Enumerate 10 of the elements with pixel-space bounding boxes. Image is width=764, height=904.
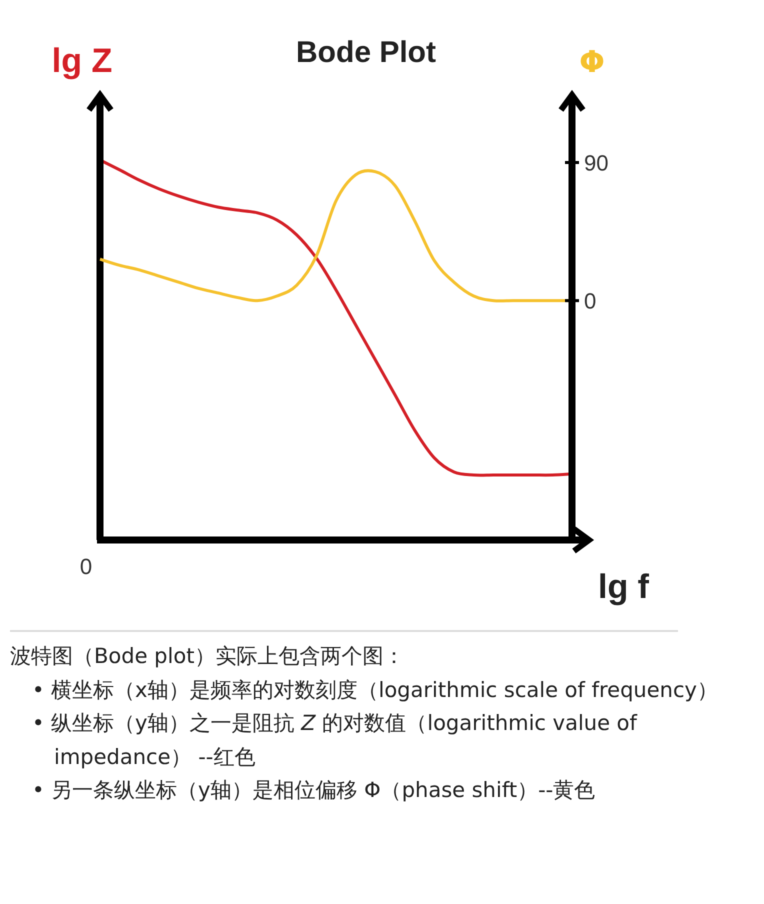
text: • 横坐标（x轴）是频率的对数刻度（logarithmic scale of frequency） [32,676,719,704]
y-tick-label: 90 [584,150,608,176]
text: • 纵坐标（y轴）之一是阻抗 Z 的对数值（logarithmic value of impedance） --红色 [32,711,637,769]
text: • 另一条纵坐标（y轴）是相位偏移 Φ（phase shift）--黄色 [32,777,596,804]
chart-title: Bode Plot [296,36,436,69]
text: 0 [80,554,92,579]
y-axis-title: Φ [579,45,605,80]
y-axis-title: lg Z [52,42,112,80]
x-axis-title: lg f [598,568,650,606]
text: 波特图（Bode plot）实际上包含两个图： [10,643,406,670]
